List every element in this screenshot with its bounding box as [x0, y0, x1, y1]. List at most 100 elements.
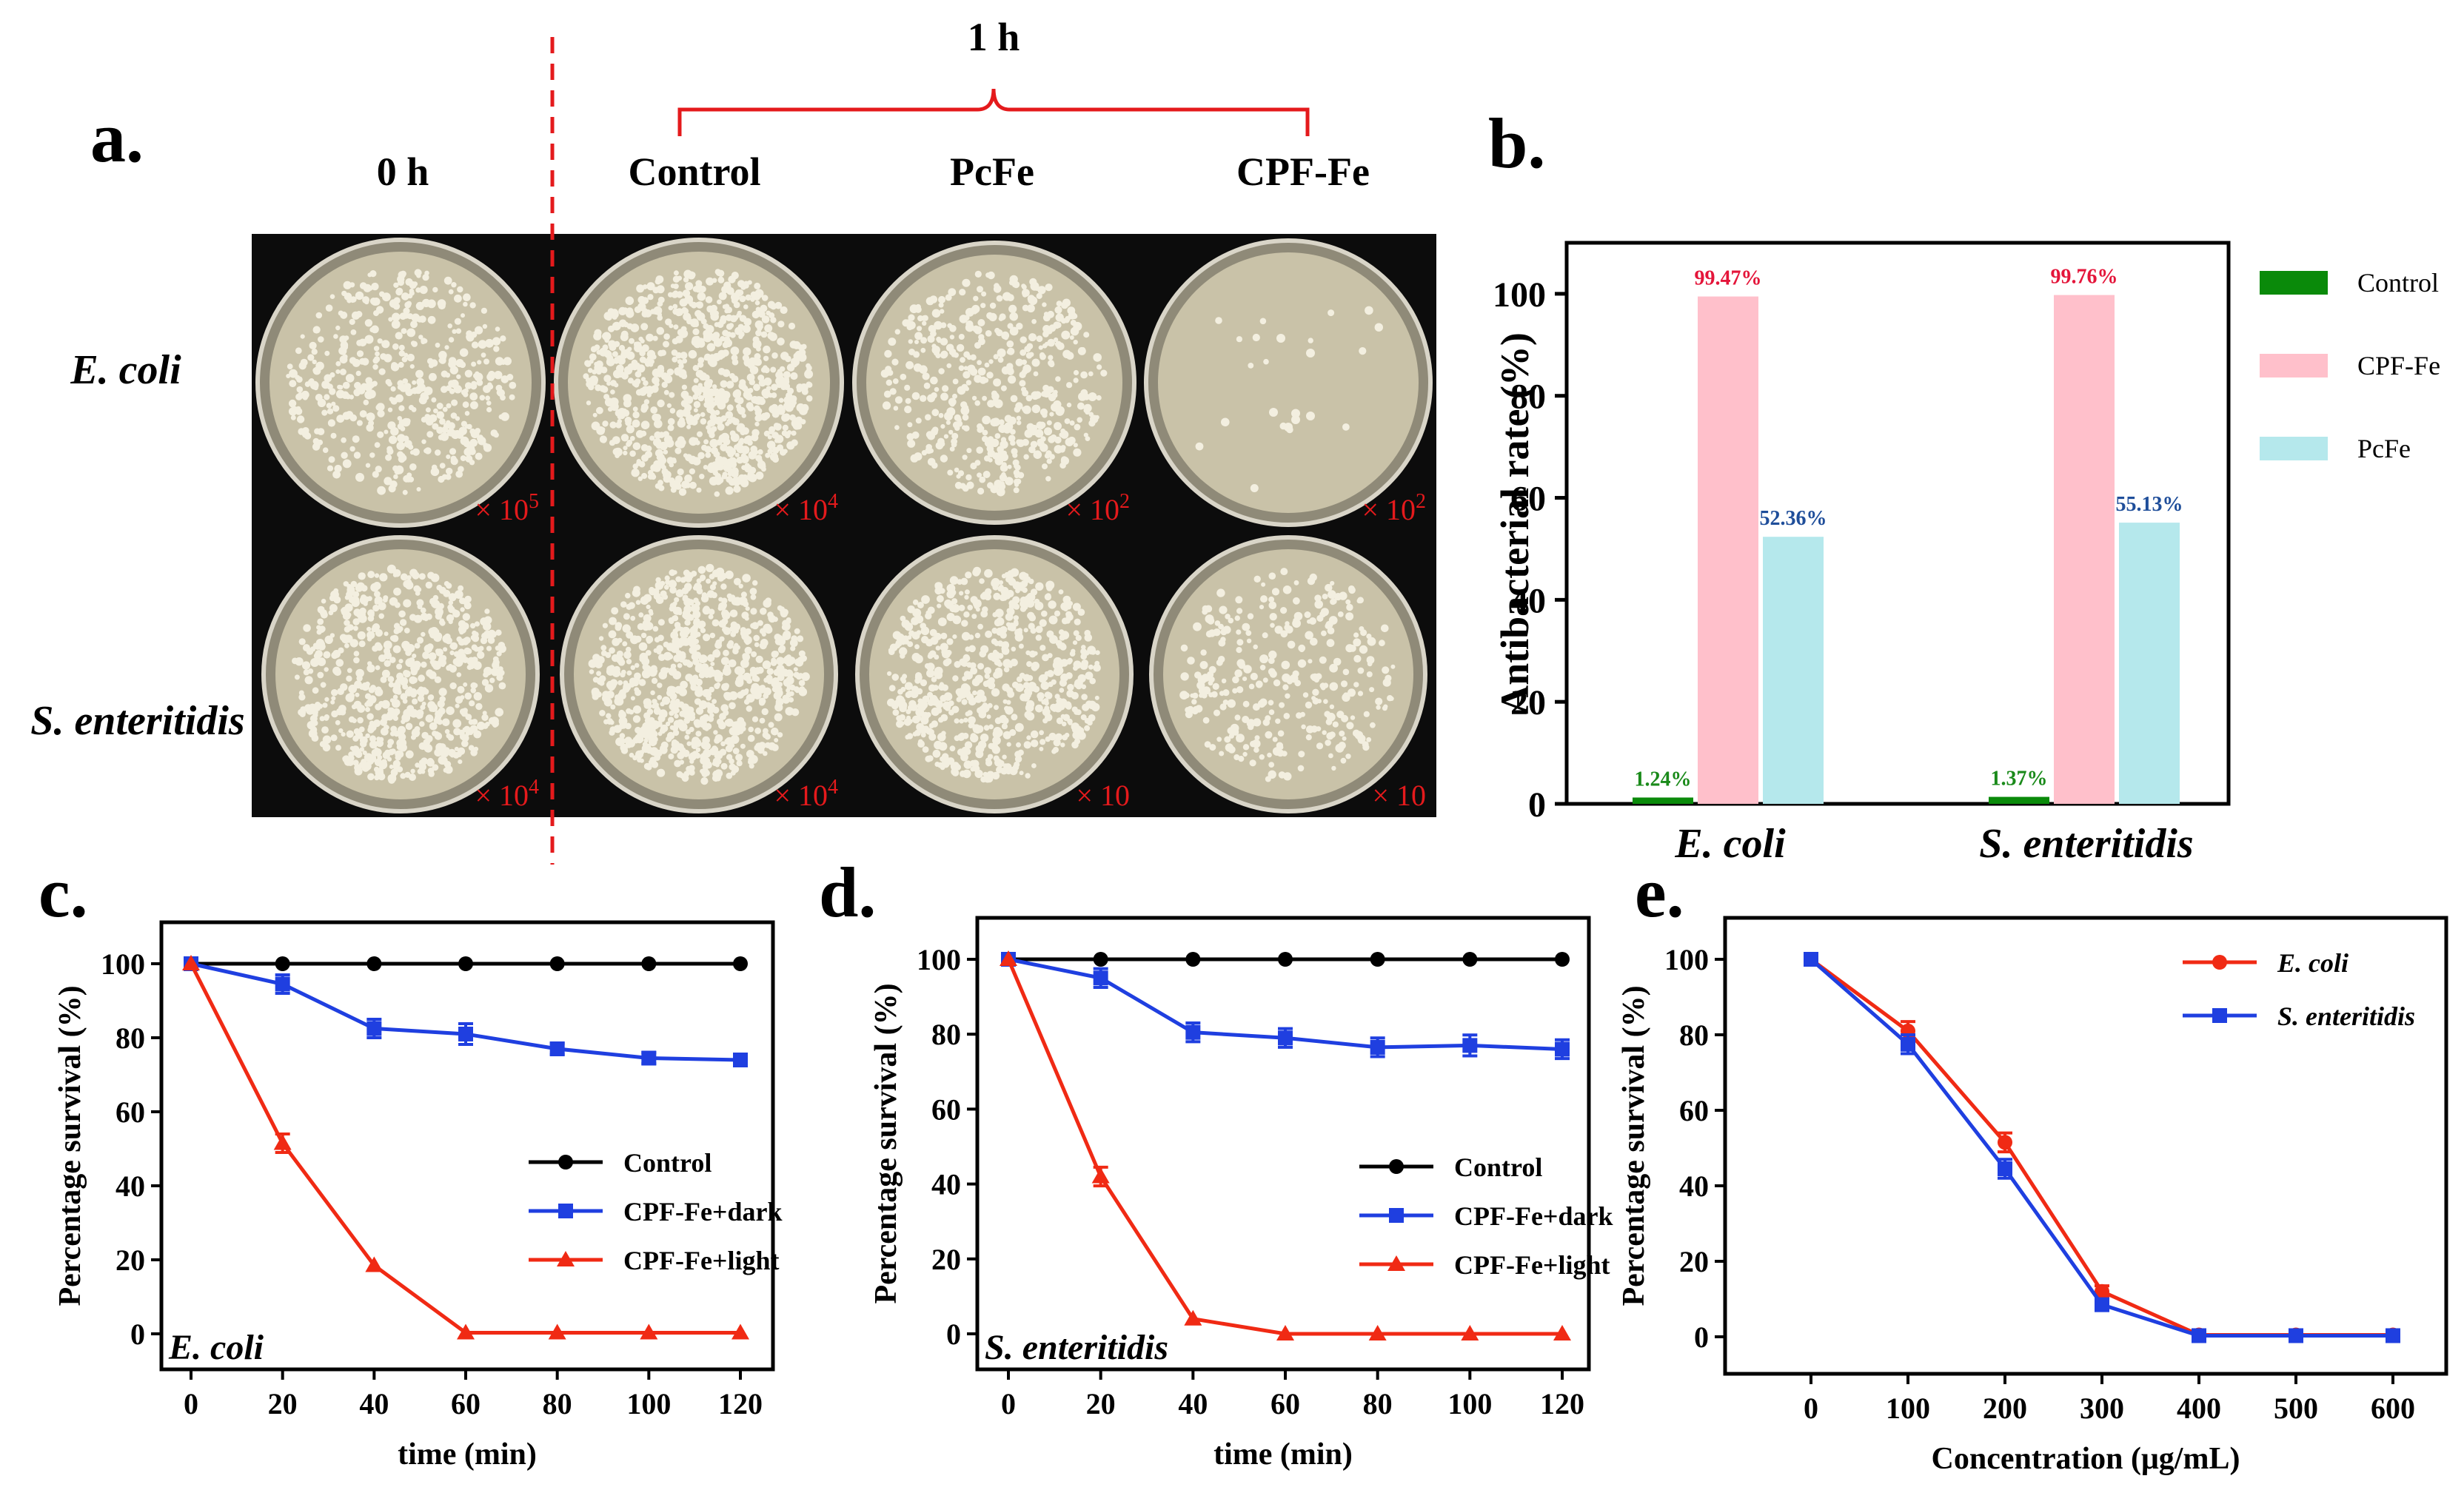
colony [403, 474, 410, 483]
bar-data-label: 1.37% [1991, 768, 2048, 791]
colony [734, 452, 740, 457]
colony [945, 343, 954, 352]
colony [404, 771, 411, 778]
colony [679, 747, 686, 754]
colony [978, 711, 987, 719]
colony [729, 625, 737, 632]
colony [1031, 404, 1041, 414]
x-tick-label: 60 [1270, 1387, 1300, 1420]
colony [714, 649, 720, 655]
colony [448, 289, 454, 295]
colony [1012, 581, 1022, 590]
colony [461, 739, 469, 748]
colony [666, 403, 672, 409]
colony [626, 631, 634, 639]
colony [464, 595, 472, 603]
colony [1245, 630, 1252, 637]
colony [701, 444, 708, 451]
colony [1236, 686, 1244, 694]
colony [346, 634, 352, 641]
colony [641, 472, 648, 480]
colony [940, 392, 948, 401]
colony [382, 292, 391, 302]
colony [289, 369, 298, 378]
colony [1047, 630, 1054, 637]
colony [1284, 423, 1293, 432]
colony [632, 406, 638, 412]
colony [1305, 734, 1312, 741]
colony [1382, 666, 1390, 674]
colony [952, 421, 960, 429]
colony [369, 720, 375, 726]
colony [965, 646, 971, 652]
colony [987, 482, 994, 489]
bar-data-label: 55.13% [2116, 493, 2183, 516]
colony [1002, 699, 1008, 704]
colony [1000, 453, 1008, 462]
colony [359, 740, 367, 748]
colony [1037, 697, 1043, 702]
colony [433, 408, 438, 414]
colony [680, 352, 688, 360]
colony [332, 666, 341, 675]
colony [324, 350, 330, 356]
colony [395, 332, 403, 340]
colony [348, 692, 355, 699]
colony [460, 607, 465, 612]
colony [354, 381, 361, 389]
colony [965, 380, 972, 386]
colony [766, 440, 776, 449]
colony [675, 576, 682, 583]
colony [1014, 482, 1020, 487]
colony [1010, 440, 1016, 446]
colony [920, 337, 928, 344]
colony [886, 379, 893, 386]
colony [414, 386, 423, 395]
colony [1275, 718, 1281, 724]
colony [798, 650, 806, 657]
colony [635, 430, 644, 438]
colony [420, 607, 426, 614]
colony [1306, 412, 1315, 420]
colony [335, 745, 341, 751]
colony [697, 357, 705, 364]
colony [1328, 309, 1335, 317]
colony [949, 335, 955, 340]
colony [1265, 731, 1273, 739]
colony [738, 382, 746, 390]
colony [723, 664, 731, 671]
y-tick-label: 100 [917, 943, 961, 976]
colony [477, 721, 486, 731]
colony [700, 574, 706, 581]
colony [1013, 487, 1020, 494]
colony [322, 447, 329, 453]
colony [970, 734, 979, 743]
colony [991, 399, 1000, 406]
colony [500, 412, 509, 421]
colony [367, 615, 375, 622]
colony [1000, 385, 1007, 392]
colony [498, 669, 505, 677]
colony [1269, 408, 1278, 417]
colony [663, 449, 669, 454]
colony [732, 645, 739, 651]
colony [1022, 405, 1031, 415]
data-point [1370, 952, 1385, 967]
data-point [457, 1323, 475, 1340]
colony [375, 404, 382, 411]
colony [934, 666, 943, 676]
colony [1359, 645, 1368, 654]
colony [1071, 691, 1079, 700]
colony [1088, 371, 1094, 377]
colony [980, 368, 986, 374]
colony [777, 404, 784, 411]
colony [1001, 366, 1010, 375]
colony [1228, 733, 1234, 739]
colony [359, 608, 365, 614]
colony [495, 708, 503, 717]
colony [771, 651, 779, 658]
colony [391, 634, 399, 642]
colony [614, 383, 619, 388]
colony [1000, 625, 1008, 634]
colony [1020, 349, 1027, 356]
